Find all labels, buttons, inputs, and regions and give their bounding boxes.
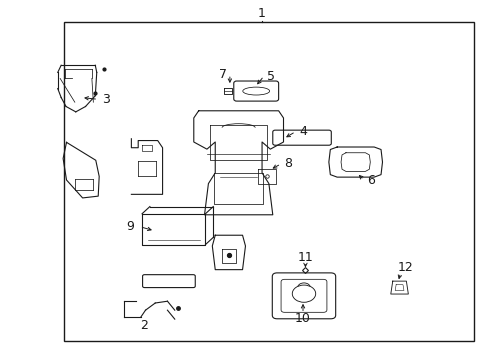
Text: 10: 10 <box>294 311 310 325</box>
Text: 7: 7 <box>218 68 226 81</box>
Text: 2: 2 <box>141 319 148 332</box>
Text: 9: 9 <box>126 220 134 233</box>
Text: 8: 8 <box>284 157 292 170</box>
Text: 6: 6 <box>366 174 374 186</box>
Text: 3: 3 <box>102 93 109 106</box>
Text: 4: 4 <box>299 125 306 138</box>
Text: 11: 11 <box>297 251 313 264</box>
Bar <box>64 22 473 341</box>
Text: 5: 5 <box>267 69 275 82</box>
Text: 12: 12 <box>397 261 412 274</box>
Text: 1: 1 <box>257 7 265 20</box>
